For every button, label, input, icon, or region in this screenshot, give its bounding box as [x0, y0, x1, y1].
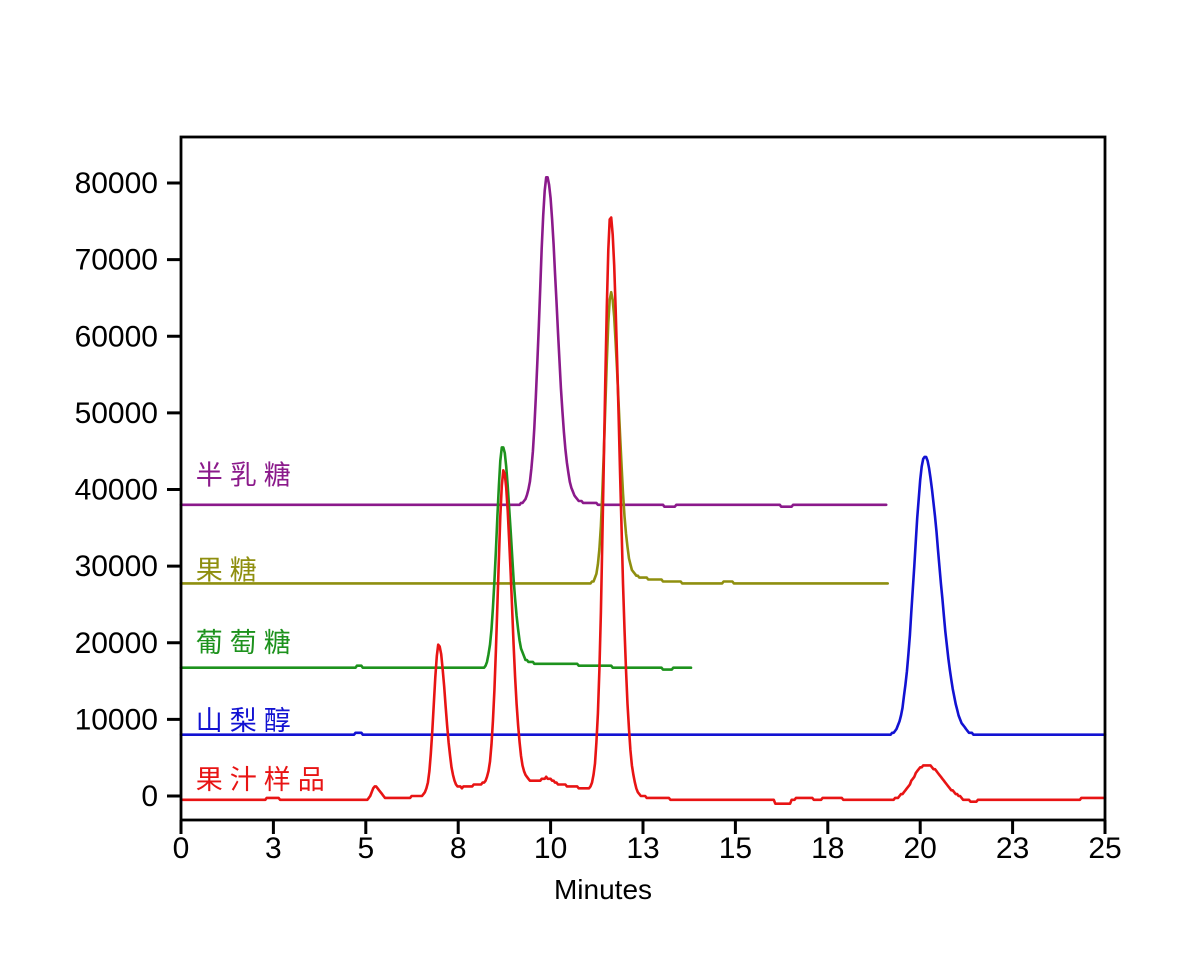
- x-tick-label: 20: [904, 832, 937, 865]
- series-label-fructose: 果糖: [196, 556, 264, 586]
- trace-juice-sample: [179, 216, 1107, 806]
- x-tick-label: 0: [173, 832, 190, 865]
- x-tick-label: 3: [265, 832, 282, 865]
- trace-sorbitol: [179, 455, 1107, 737]
- x-tick-label: 13: [626, 832, 659, 865]
- x-tick-label: 8: [450, 832, 467, 865]
- y-tick-label: 10000: [75, 703, 158, 736]
- x-tick-label: 18: [811, 832, 844, 865]
- y-tick-label: 60000: [75, 320, 158, 353]
- x-tick-label: 10: [534, 832, 567, 865]
- series-label-juice-sample: 果汁样品: [196, 765, 332, 795]
- x-tick-label: 5: [357, 832, 374, 865]
- y-tick-label: 50000: [75, 397, 158, 430]
- y-tick-label: 0: [141, 780, 158, 813]
- x-tick-label: 25: [1088, 832, 1121, 865]
- y-tick-label: 20000: [75, 627, 158, 660]
- axes-box: [179, 135, 1107, 822]
- x-axis-title: Minutes: [554, 874, 652, 905]
- series-label-glucose: 葡萄糖: [196, 628, 298, 658]
- series-label-galactose: 半乳糖: [196, 461, 298, 491]
- x-tick-label: 23: [996, 832, 1029, 865]
- y-tick-label: 70000: [75, 244, 158, 277]
- series-label-sorbitol: 山梨醇: [196, 706, 298, 736]
- trace-fructose: [179, 290, 890, 585]
- trace-galactose: [179, 176, 888, 509]
- y-tick-label: 30000: [75, 550, 158, 583]
- y-tick-label: 80000: [75, 167, 158, 200]
- y-tick-label: 40000: [75, 474, 158, 507]
- x-tick-label: 15: [719, 832, 752, 865]
